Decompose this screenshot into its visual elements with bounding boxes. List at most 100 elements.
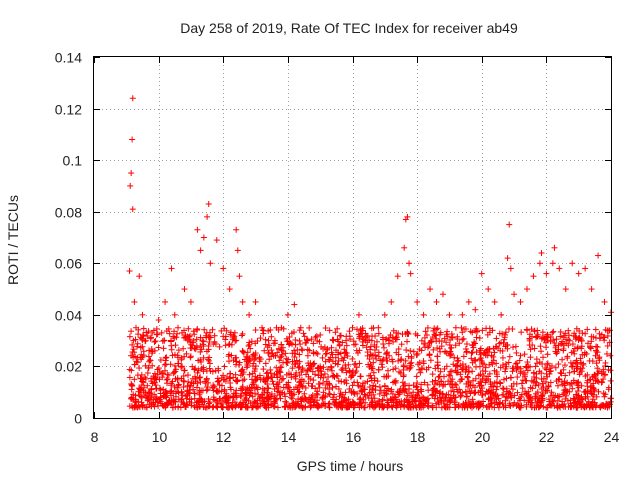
data-point (336, 342, 343, 349)
data-point (178, 355, 185, 362)
data-point (497, 347, 504, 354)
data-point (459, 311, 466, 318)
data-point (562, 372, 569, 379)
data-point (547, 379, 554, 386)
data-point (484, 346, 491, 353)
data-point (407, 270, 414, 277)
data-point (408, 355, 415, 362)
data-point (550, 336, 557, 343)
data-point (280, 375, 287, 382)
data-point (230, 394, 237, 401)
data-point (565, 327, 572, 334)
data-point (547, 367, 554, 374)
data-point (540, 384, 547, 391)
data-point (288, 390, 295, 397)
data-point (532, 363, 539, 370)
data-point (243, 353, 250, 360)
x-tick-label: 20 (475, 429, 491, 445)
data-point (533, 370, 540, 377)
data-point (404, 329, 411, 336)
data-point (587, 345, 594, 352)
data-point (140, 325, 147, 332)
data-point (497, 380, 504, 387)
data-point (226, 341, 233, 348)
data-point (265, 327, 272, 334)
data-point (142, 362, 149, 369)
data-point (304, 346, 311, 353)
data-point (418, 337, 425, 344)
data-point (257, 402, 264, 409)
data-point (130, 391, 137, 398)
data-point (505, 359, 512, 366)
data-point (400, 372, 407, 379)
data-point (566, 337, 573, 344)
data-point (133, 358, 140, 365)
data-point (591, 371, 598, 378)
data-point (410, 389, 417, 396)
data-point (332, 354, 339, 361)
data-point (519, 385, 526, 392)
grid-lines (94, 57, 611, 418)
data-point (290, 386, 297, 393)
data-point (299, 383, 306, 390)
data-point (205, 200, 212, 207)
data-point (464, 374, 471, 381)
data-point (318, 343, 325, 350)
data-point (534, 398, 541, 405)
data-point (380, 356, 387, 363)
data-point (296, 363, 303, 370)
data-point (325, 374, 332, 381)
data-point (178, 390, 185, 397)
data-point (434, 345, 441, 352)
data-point (459, 336, 466, 343)
data-point (251, 384, 258, 391)
data-point (326, 391, 333, 398)
data-point (196, 374, 203, 381)
data-point (376, 390, 383, 397)
data-point (147, 357, 154, 364)
data-point (175, 389, 182, 396)
data-point (601, 337, 608, 344)
data-point (180, 383, 187, 390)
data-point (243, 403, 250, 410)
data-point (395, 357, 402, 364)
data-point (588, 338, 595, 345)
data-point (284, 311, 291, 318)
y-tick-labels: 0 0.02 0.04 0.06 0.08 0.1 0.12 0.14 (55, 50, 82, 427)
data-point (239, 330, 246, 337)
data-point (513, 349, 520, 356)
data-point (438, 378, 445, 385)
data-point (532, 393, 539, 400)
data-point (598, 379, 605, 386)
data-point (178, 363, 185, 370)
data-point (556, 265, 563, 272)
data-point (573, 391, 580, 398)
data-point (239, 298, 246, 305)
data-point (523, 286, 530, 293)
data-point (349, 324, 356, 331)
data-point (496, 330, 503, 337)
data-point (129, 95, 136, 102)
data-point (570, 360, 577, 367)
data-point (448, 368, 455, 375)
data-point (478, 270, 485, 277)
data-point (434, 359, 441, 366)
data-point (181, 286, 188, 293)
data-point (497, 364, 504, 371)
data-point (173, 334, 180, 341)
data-point (405, 330, 412, 337)
data-point (316, 380, 323, 387)
data-point (463, 341, 470, 348)
data-point (571, 368, 578, 375)
x-tick-label: 16 (346, 429, 362, 445)
data-point (532, 382, 539, 389)
data-point (145, 353, 152, 360)
data-point (335, 357, 342, 364)
data-point (357, 394, 364, 401)
data-point (160, 345, 167, 352)
x-tick-label: 18 (410, 429, 426, 445)
data-point (543, 270, 550, 277)
data-point (564, 353, 571, 360)
data-point (586, 344, 593, 351)
data-point (530, 370, 537, 377)
